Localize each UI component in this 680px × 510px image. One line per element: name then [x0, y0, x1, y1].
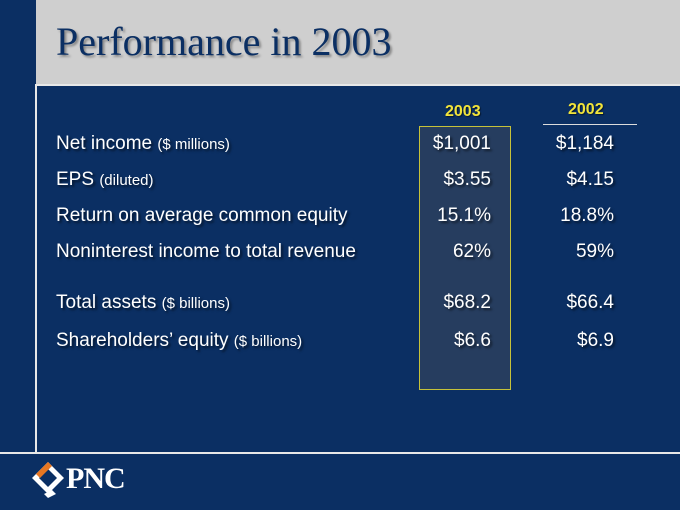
table-cell-2003: $1,001: [432, 133, 491, 154]
pnc-logo-icon: [32, 462, 64, 498]
divider-bottom: [0, 452, 680, 454]
table-cell-2002: 59%: [575, 241, 614, 262]
column-header-underline: [543, 124, 637, 125]
table-cell-2003: $3.55: [443, 169, 491, 190]
highlight-2003-box: [419, 126, 511, 390]
column-header-2003: 2003: [445, 103, 481, 120]
table-row-label: Return on average common equity: [56, 205, 348, 226]
table-cell-2003: 15.1%: [437, 205, 491, 226]
table-cell-2002: $4.15: [566, 169, 614, 190]
column-header-2002: 2002: [568, 101, 604, 118]
table-cell-2002: $66.4: [566, 292, 614, 313]
table-row-label: Net income ($ millions): [56, 133, 230, 154]
divider-top: [35, 84, 680, 86]
page-title: Performance in 2003: [56, 19, 392, 64]
table-row-label: EPS (diluted): [56, 169, 154, 190]
table-row-label: Noninterest income to total revenue: [56, 241, 356, 262]
table-cell-2002: $6.9: [577, 330, 614, 351]
table-cell-2003: $68.2: [443, 292, 491, 313]
table-cell-2002: $1,184: [555, 133, 614, 154]
table-cell-2003: 62%: [452, 241, 491, 262]
pnc-logo-text: PNC: [66, 462, 126, 495]
divider-left: [35, 84, 37, 454]
table-row-label: Total assets ($ billions): [56, 292, 230, 313]
title-bar: [36, 0, 680, 84]
table-cell-2003: $6.6: [454, 330, 491, 351]
table-row-label: Shareholders’ equity ($ billions): [56, 330, 303, 351]
table-cell-2002: 18.8%: [560, 205, 614, 226]
